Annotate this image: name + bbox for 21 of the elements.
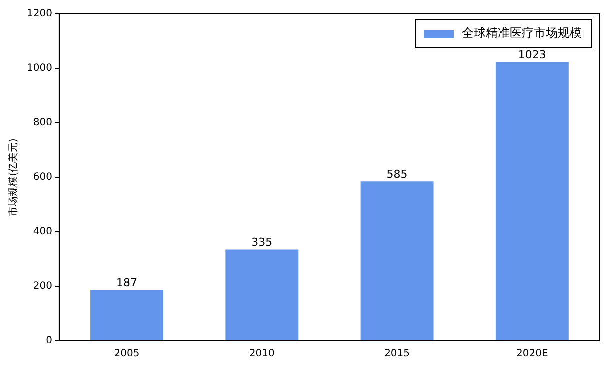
y-tick-label: 400 <box>33 226 52 238</box>
x-tick-label: 2005 <box>114 348 140 360</box>
data-label: 1023 <box>518 48 546 62</box>
y-tick-label: 200 <box>33 281 52 292</box>
bar <box>496 62 569 340</box>
data-label: 187 <box>116 276 138 290</box>
x-tick-label: 2015 <box>384 348 410 360</box>
x-tick-label: 2020E <box>516 348 548 360</box>
bar <box>90 290 164 340</box>
legend-label: 全球精准医疗市场规模 <box>462 26 582 40</box>
data-label: 335 <box>252 236 273 250</box>
y-tick-label: 800 <box>33 118 52 129</box>
y-tick-label: 0 <box>46 336 52 347</box>
bar <box>360 182 434 340</box>
y-tick-label: 1000 <box>26 63 52 74</box>
y-tick-label: 600 <box>33 172 52 184</box>
y-axis-title: 市场规模(亿美元) <box>8 138 20 216</box>
data-label: 585 <box>386 168 408 181</box>
bar <box>226 250 299 340</box>
y-tick-label: 1200 <box>26 8 52 20</box>
x-tick-label: 2010 <box>249 348 275 360</box>
